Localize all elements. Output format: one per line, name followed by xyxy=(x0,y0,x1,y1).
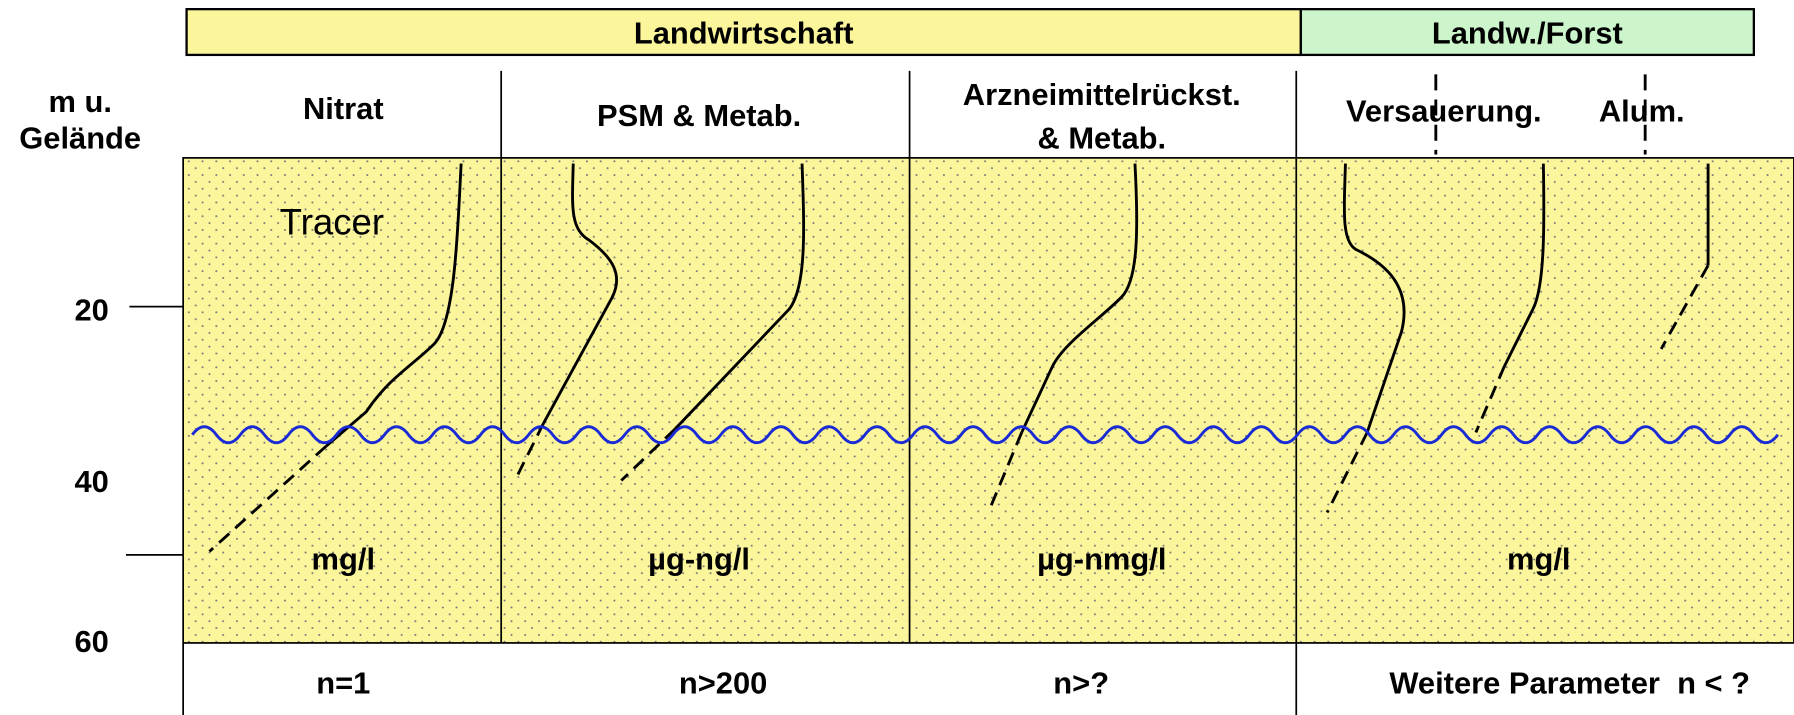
column-title: Versauerung. xyxy=(1346,93,1542,128)
depth-label: 20 xyxy=(74,292,108,327)
count-label: n>? xyxy=(1053,665,1109,700)
section-box xyxy=(185,8,1302,57)
depth-label: 60 xyxy=(74,624,108,659)
section-title: Landw./Forst xyxy=(1432,15,1623,50)
column-title: Nitrat xyxy=(303,91,384,126)
count-label: n>200 xyxy=(679,665,767,700)
unit-label: mg/l xyxy=(312,542,375,577)
section-box xyxy=(1299,8,1755,57)
column-dividers xyxy=(500,70,1647,715)
section-title: Landwirtschaft xyxy=(634,15,854,50)
unit-label: µg-nmg/l xyxy=(1037,542,1166,577)
water-table xyxy=(191,425,1780,445)
count-label: n=1 xyxy=(316,665,370,700)
tracer-label: Tracer xyxy=(280,202,384,243)
column-title: Arzneimittelrückst. xyxy=(963,77,1241,112)
unit-label: mg/l xyxy=(1507,542,1570,577)
column-title: Alum. xyxy=(1599,93,1685,128)
profiles xyxy=(208,163,1710,553)
depth-label: 40 xyxy=(74,464,108,499)
axis-label: m u. xyxy=(48,84,111,119)
unit-label: µg-ng/l xyxy=(648,542,750,577)
soil-area xyxy=(182,157,1794,644)
count-label: Weitere Parameter n < ? xyxy=(1389,665,1750,700)
column-title: & Metab. xyxy=(1037,121,1166,156)
column-title: PSM & Metab. xyxy=(597,98,801,133)
axis-label: Gelände xyxy=(19,121,141,156)
